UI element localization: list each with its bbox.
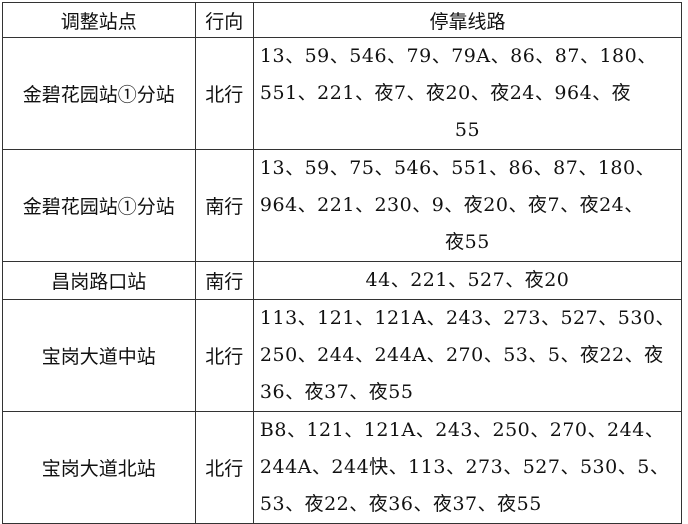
route-line: 夜55 (445, 231, 490, 253)
route-line: 244A、244快、113、273、527、530、5、 (259, 456, 670, 478)
route-line: 55 (454, 119, 481, 141)
table-row: 金碧花园站①分站 北行 13、59、546、79、79A、86、87、180、 551… (2, 37, 683, 150)
table-row: 昌岗路口站 南行 44、221、527、夜20 (2, 261, 683, 300)
route-line: B8、121、121A、243、250、270、244、 (259, 419, 665, 441)
route-line: 36、夜37、夜55 (259, 381, 414, 403)
direction-cell: 北行 (194, 299, 254, 412)
header-station: 调整站点 (2, 2, 196, 38)
station-cell: 宝岗大道北站 (2, 411, 196, 524)
station-cell: 昌岗路口站 (2, 261, 196, 300)
table-row: 宝岗大道北站 北行 B8、121、121A、243、250、270、244、 244A… (2, 411, 683, 524)
table-row: 宝岗大道中站 北行 113、121、121A、243、273、527、530、 250… (2, 299, 683, 412)
route-line: 13、59、546、79、79A、86、87、180、 (259, 45, 657, 67)
route-line: 551、221、夜7、夜20、夜24、964、夜 (259, 82, 632, 104)
direction-cell: 南行 (194, 149, 254, 262)
route-line: 53、夜22、夜36、夜37、夜55 (259, 493, 542, 515)
station-cell: 金碧花园站①分站 (2, 149, 196, 262)
routes-cell: B8、121、121A、243、250、270、244、 244A、244快、11… (252, 411, 683, 524)
route-line: 113、121、121A、243、273、527、530、 (259, 307, 675, 329)
header-direction: 行向 (194, 2, 254, 38)
route-line: 250、244、244A、270、53、5、夜22、夜 (259, 344, 664, 366)
station-cell: 金碧花园站①分站 (2, 37, 196, 150)
routes-cell: 13、59、546、79、79A、86、87、180、 551、221、夜7、夜2… (252, 37, 683, 150)
route-line: 44、221、527、夜20 (365, 269, 570, 291)
direction-cell: 南行 (194, 261, 254, 300)
station-cell: 宝岗大道中站 (2, 299, 196, 412)
table-header-row: 调整站点 行向 停靠线路 (2, 2, 683, 38)
header-routes: 停靠线路 (252, 2, 683, 38)
route-line: 964、221、230、9、夜20、夜7、夜24、 (259, 194, 644, 216)
routes-cell: 44、221、527、夜20 (252, 261, 683, 300)
routes-cell: 13、59、75、546、551、86、87、180、 964、221、230、9… (252, 149, 683, 262)
routes-cell: 113、121、121A、243、273、527、530、 250、244、244… (252, 299, 683, 412)
table-row: 金碧花园站①分站 南行 13、59、75、546、551、86、87、180、 964… (2, 149, 683, 262)
direction-cell: 北行 (194, 411, 254, 524)
route-line: 13、59、75、546、551、86、87、180、 (259, 157, 656, 179)
direction-cell: 北行 (194, 37, 254, 150)
